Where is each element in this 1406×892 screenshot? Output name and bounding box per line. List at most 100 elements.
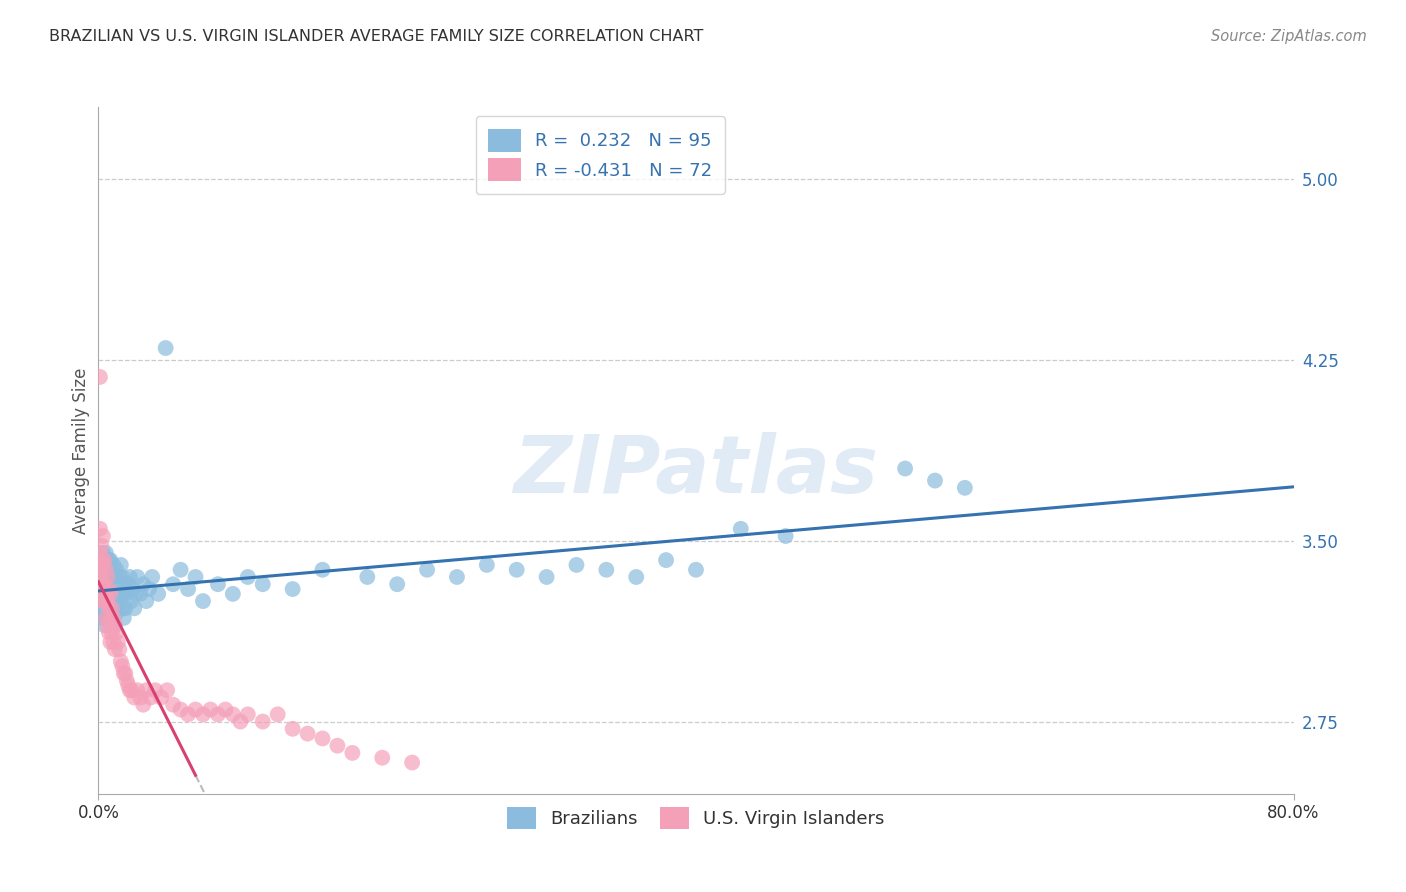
Point: [93, 577, 115, 591]
Point: [117, 678, 139, 692]
Point: [97, 582, 120, 596]
Point: [311, 563, 333, 577]
Point: [111, 659, 134, 673]
Point: [141, 570, 163, 584]
Point: [98, 587, 122, 601]
Point: [401, 756, 423, 770]
Point: [94, 587, 117, 601]
Point: [101, 601, 124, 615]
Point: [775, 529, 797, 543]
Point: [97, 570, 120, 584]
Point: [97, 625, 120, 640]
Point: [108, 570, 131, 584]
Point: [94, 563, 117, 577]
Point: [595, 563, 617, 577]
Point: [385, 577, 409, 591]
Point: [155, 341, 177, 355]
Point: [103, 587, 125, 601]
Point: [91, 570, 114, 584]
Point: [120, 683, 142, 698]
Point: [162, 698, 184, 712]
Point: [90, 553, 112, 567]
Point: [98, 611, 122, 625]
Point: [115, 587, 138, 601]
Point: [191, 594, 214, 608]
Point: [104, 570, 127, 584]
Point: [107, 577, 129, 591]
Point: [207, 577, 229, 591]
Point: [117, 577, 139, 591]
Point: [475, 558, 498, 572]
Point: [127, 570, 149, 584]
Point: [252, 577, 274, 591]
Point: [93, 594, 115, 608]
Y-axis label: Average Family Size: Average Family Size: [72, 368, 90, 533]
Point: [96, 587, 118, 601]
Point: [101, 587, 124, 601]
Point: [177, 707, 200, 722]
Point: [121, 582, 143, 596]
Point: [148, 587, 170, 601]
Point: [108, 594, 131, 608]
Point: [107, 635, 129, 649]
Point: [91, 611, 114, 625]
Point: [132, 698, 155, 712]
Point: [730, 522, 752, 536]
Point: [96, 563, 118, 577]
Point: [107, 601, 129, 615]
Point: [132, 577, 155, 591]
Point: [96, 570, 118, 584]
Point: [98, 601, 122, 615]
Point: [446, 570, 468, 584]
Point: [94, 606, 117, 620]
Point: [97, 594, 120, 608]
Point: [120, 594, 142, 608]
Point: [342, 746, 364, 760]
Point: [90, 539, 112, 553]
Point: [236, 707, 259, 722]
Point: [93, 558, 115, 572]
Point: [93, 577, 115, 591]
Point: [252, 714, 274, 729]
Point: [94, 587, 117, 601]
Point: [356, 570, 378, 584]
Point: [112, 666, 135, 681]
Point: [127, 683, 149, 698]
Point: [89, 370, 111, 384]
Point: [103, 601, 125, 615]
Point: [91, 577, 114, 591]
Point: [169, 563, 191, 577]
Point: [89, 563, 111, 577]
Point: [104, 618, 127, 632]
Point: [655, 553, 678, 567]
Point: [118, 570, 141, 584]
Point: [371, 750, 394, 764]
Point: [98, 553, 122, 567]
Point: [222, 587, 245, 601]
Point: [114, 666, 136, 681]
Point: [89, 563, 111, 577]
Point: [114, 601, 136, 615]
Point: [229, 714, 252, 729]
Point: [105, 606, 128, 620]
Point: [110, 558, 132, 572]
Point: [143, 683, 166, 698]
Point: [112, 587, 135, 601]
Point: [96, 577, 118, 591]
Point: [89, 594, 111, 608]
Point: [94, 570, 117, 584]
Point: [326, 739, 349, 753]
Point: [91, 587, 114, 601]
Point: [129, 587, 152, 601]
Point: [97, 553, 120, 567]
Point: [91, 558, 114, 572]
Point: [93, 618, 115, 632]
Point: [90, 587, 112, 601]
Point: [97, 611, 120, 625]
Point: [97, 601, 120, 615]
Point: [96, 594, 118, 608]
Point: [177, 582, 200, 596]
Point: [104, 594, 127, 608]
Point: [565, 558, 588, 572]
Point: [281, 722, 304, 736]
